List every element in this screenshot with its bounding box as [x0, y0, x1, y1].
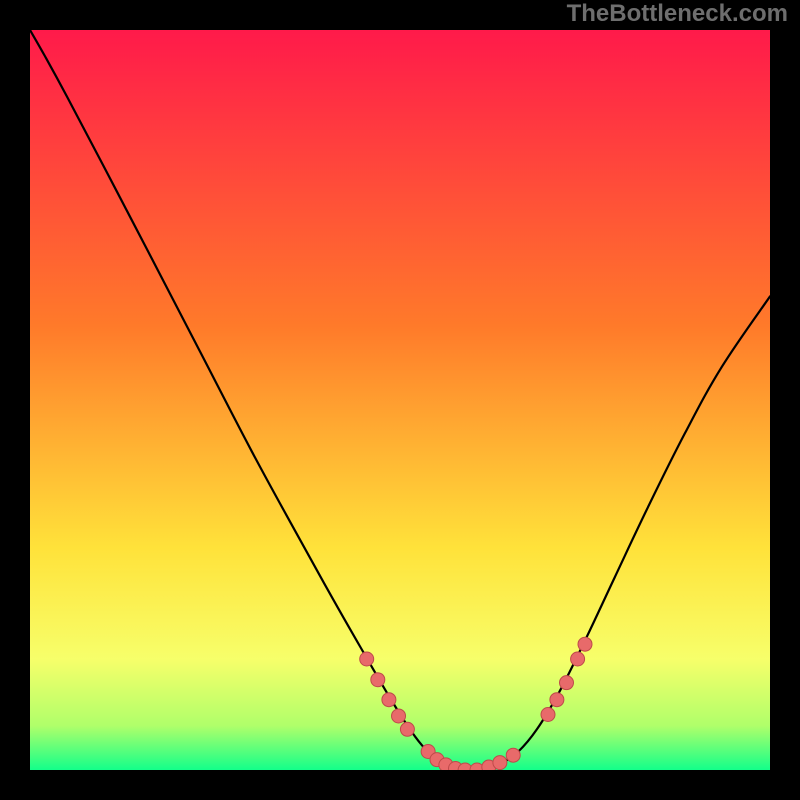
watermark-text: TheBottleneck.com [567, 0, 788, 28]
bottleneck-chart [30, 30, 770, 770]
gradient-background [30, 30, 770, 770]
